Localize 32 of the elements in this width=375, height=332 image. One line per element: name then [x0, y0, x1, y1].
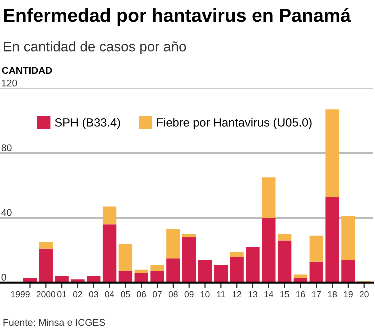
x-tick-label: 16: [296, 291, 306, 298]
x-tick-label: 14: [264, 292, 274, 298]
y-tick-label: 0: [2, 274, 6, 281]
legend-label: Fiebre por Hantavirus (U05.0): [157, 118, 312, 130]
x-tick-label: 12: [232, 291, 242, 298]
chart-subtitle: En cantidad de casos por año: [4, 42, 186, 54]
chart-title: Enfermedad por hantavirus en Panamá: [4, 8, 352, 26]
y-axis-title: CANTIDAD: [2, 67, 52, 74]
x-tick-label: 07: [153, 291, 162, 298]
x-tick-label: 20: [360, 291, 369, 298]
x-tick-label: 11: [217, 292, 226, 298]
x-tick-label: 08: [168, 291, 178, 298]
x-tick-label: 02: [73, 291, 82, 298]
x-tick-label: 04: [105, 291, 114, 298]
x-tick-label: 03: [89, 291, 98, 298]
x-tick-label: 19: [344, 291, 353, 298]
legend-label: SPH (B33.4): [55, 118, 120, 130]
y-tick-label: 40: [2, 209, 12, 216]
x-tick-label: 18: [328, 291, 338, 298]
y-tick-label: 120: [2, 80, 18, 87]
x-tick-label: 09: [184, 291, 194, 298]
y-tick-label: 80: [2, 144, 12, 152]
x-tick-label: 10: [201, 291, 210, 298]
x-tick-label: 06: [137, 291, 146, 298]
x-tick-label: 17: [312, 292, 322, 298]
x-tick-label: 15: [280, 292, 290, 298]
x-tick-label: 13: [248, 291, 258, 298]
x-tick-label: 01: [58, 291, 66, 298]
x-tick-label: 1999: [11, 291, 30, 298]
x-tick-label: 05: [121, 291, 130, 298]
x-tick-label: 2000: [36, 291, 56, 298]
source-note: Fuente: Minsa e ICGES: [4, 318, 106, 326]
